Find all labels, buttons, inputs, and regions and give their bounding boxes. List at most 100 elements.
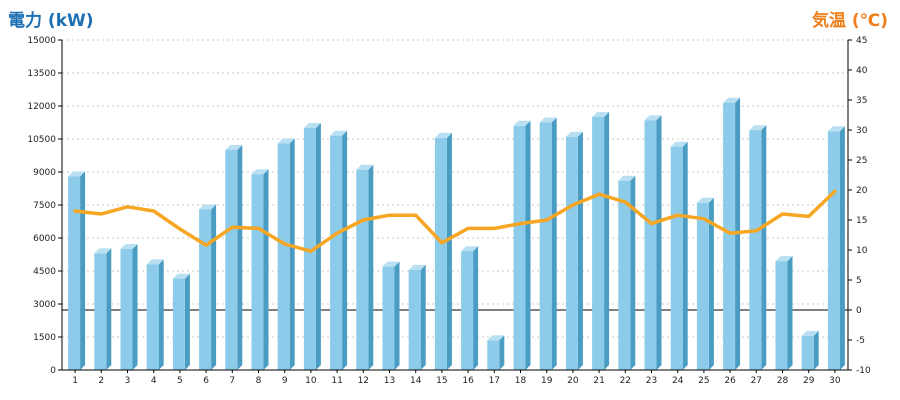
power-bar-side — [420, 264, 426, 370]
right-tick-label: 40 — [856, 66, 868, 76]
power-bar-front — [120, 249, 133, 370]
right-tick-label: 10 — [856, 246, 868, 256]
left-tick-label: 1500 — [33, 333, 56, 343]
x-tick-label: 8 — [256, 376, 262, 386]
power-bar-top — [461, 246, 479, 252]
power-bar-side — [289, 138, 295, 370]
power-bar-front — [565, 136, 578, 370]
power-bar-side — [604, 112, 610, 370]
left-tick-label: 6000 — [33, 234, 56, 244]
power-bar-side — [761, 125, 767, 370]
power-bar — [513, 120, 531, 370]
power-bar — [827, 126, 845, 370]
power-bar-front — [670, 146, 683, 370]
power-bar-front — [749, 130, 762, 370]
power-bar-top — [723, 97, 741, 103]
power-bar-side — [787, 256, 793, 370]
power-bar-side — [342, 130, 348, 370]
power-bar-top — [696, 197, 714, 203]
right-tick-label: 30 — [856, 126, 868, 136]
power-bar-side — [446, 132, 452, 370]
x-tick-label: 30 — [829, 376, 841, 386]
power-bar — [303, 123, 321, 370]
power-bar-side — [263, 169, 269, 370]
left-tick-label: 3000 — [33, 300, 56, 310]
x-tick-label: 12 — [358, 376, 369, 386]
power-bar — [618, 175, 636, 370]
power-bar — [670, 141, 688, 370]
power-bar-front — [513, 125, 526, 370]
power-bar-top — [199, 204, 217, 210]
power-bar — [356, 164, 374, 370]
x-tick-label: 24 — [672, 376, 684, 386]
power-bar-top — [172, 273, 190, 279]
power-bar-top — [592, 112, 610, 117]
x-tick-label: 4 — [151, 376, 157, 386]
power-bar-side — [80, 171, 86, 370]
x-tick-label: 29 — [803, 376, 815, 386]
left-tick-label: 13500 — [27, 69, 56, 79]
power-bar-top — [382, 261, 400, 267]
power-bar-side — [499, 335, 505, 370]
power-bar-top — [618, 175, 636, 181]
power-bar — [565, 131, 583, 370]
power-bar-side — [577, 131, 583, 370]
power-bar-top — [513, 120, 531, 126]
power-bar-front — [251, 174, 264, 370]
left-axis: 0 1500 3000 4500 6000 7500 9000 10500 12000 13500… — [27, 36, 63, 376]
x-tick-label: 11 — [331, 376, 342, 386]
x-tick-label: 13 — [384, 376, 395, 386]
power-bar-side — [158, 259, 164, 370]
power-bar-front — [382, 266, 395, 370]
power-bar-front — [94, 253, 107, 370]
power-bar — [277, 138, 295, 370]
x-tick-label: 21 — [593, 376, 604, 386]
power-bar-side — [473, 246, 479, 370]
power-bar-side — [630, 175, 636, 370]
power-bar-front — [487, 340, 500, 370]
power-bar-side — [368, 164, 374, 370]
power-bar-side — [184, 273, 190, 370]
power-bar — [434, 132, 452, 370]
right-axis: -10 -5 0 5 10 15 20 25 30 35 40 45 — [62, 36, 871, 376]
x-tick-label: 17 — [489, 376, 500, 386]
power-bar — [644, 115, 662, 370]
x-tick-label: 22 — [620, 376, 631, 386]
power-bar-top — [356, 164, 374, 170]
power-bar — [408, 264, 426, 370]
power-bar-side — [708, 197, 714, 370]
power-bar — [94, 248, 112, 370]
power-bar-side — [551, 117, 557, 370]
x-tick-label: 16 — [462, 376, 474, 386]
power-bar-top — [408, 264, 426, 270]
power-bar — [382, 261, 400, 370]
power-bar-front — [146, 264, 159, 370]
power-bar — [251, 169, 269, 370]
x-tick-label: 6 — [203, 376, 209, 386]
power-bar-front — [696, 202, 709, 370]
right-tick-label: 5 — [856, 276, 862, 286]
power-bar-front — [303, 128, 316, 370]
power-bar-side — [525, 120, 531, 370]
power-bar-top — [539, 117, 557, 123]
power-bar-side — [211, 204, 217, 370]
left-tick-label: 9000 — [33, 168, 56, 178]
power-bar-side — [656, 115, 662, 370]
power-bar-top — [330, 130, 348, 136]
power-bar-top — [68, 171, 86, 177]
power-bar-front — [461, 251, 474, 370]
power-bar — [696, 197, 714, 370]
x-tick-label: 9 — [282, 376, 288, 386]
left-tick-label: 15000 — [27, 36, 56, 46]
right-axis-title: 気温 (℃) — [811, 11, 888, 31]
power-bar — [461, 246, 479, 370]
power-bar-front — [644, 120, 657, 370]
right-tick-label: 25 — [856, 156, 867, 166]
power-bar — [68, 171, 86, 370]
power-bar-side — [237, 145, 243, 370]
right-tick-label: 35 — [856, 96, 867, 106]
power-bar-front — [592, 117, 605, 370]
x-tick-label: 20 — [567, 376, 579, 386]
right-tick-label: 0 — [856, 306, 862, 316]
power-bar-top — [827, 126, 845, 132]
